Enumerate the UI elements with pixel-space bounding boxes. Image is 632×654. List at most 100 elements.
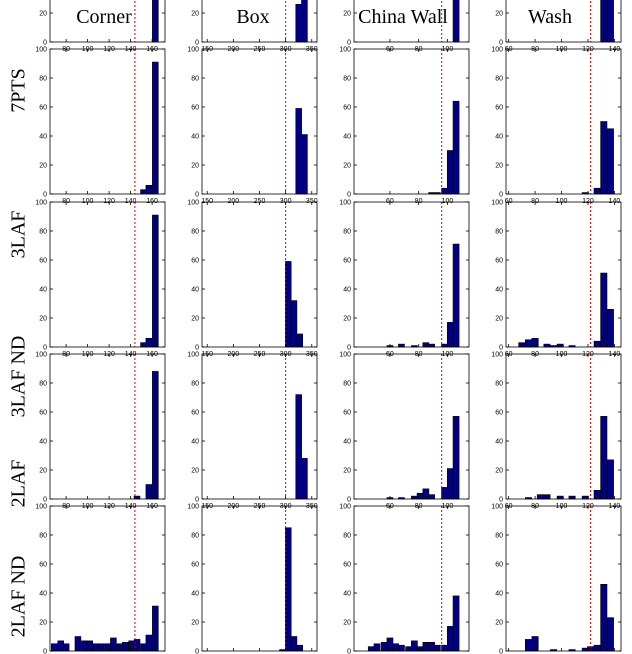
bar-2laf-nd-china-wall-1 <box>373 643 381 652</box>
bar-3laf-corner-2 <box>152 61 159 195</box>
ytick-label-2laf-china-wall-60: 60 <box>343 410 351 417</box>
ytick-label-2laf-nd-wash-40: 40 <box>495 591 503 598</box>
xtick-label-3laf-corner-140: 140 <box>125 198 137 205</box>
ytick-label-2laf-nd-china-wall-100: 100 <box>339 504 351 511</box>
bar-3laf-nd-china-wall-3 <box>422 342 430 348</box>
bar-2laf-nd-china-wall-5 <box>398 644 405 652</box>
ytick-label-2laf-nd-corner-100: 100 <box>35 504 47 511</box>
ytick-label-2laf-corner-60: 60 <box>39 410 47 417</box>
ytick-label-3laf-nd-corner-40: 40 <box>39 287 47 294</box>
ytick-label-3laf-china-wall-40: 40 <box>343 134 351 141</box>
column-title-wash: Wash <box>528 6 572 28</box>
xtick-label-3laf-wash-120: 120 <box>582 198 594 205</box>
ytick-label-2laf-nd-box-80: 80 <box>191 533 199 540</box>
ytick-label-3laf-china-wall-0: 0 <box>347 192 351 199</box>
ytick-label-2laf-box-0: 0 <box>195 497 199 504</box>
axes-frame-3laf-nd-corner <box>49 201 166 348</box>
panel-3laf-corner: 0 20 40 60 80 100 80 100 120 140 160 <box>35 47 166 205</box>
bar-3laf-nd-corner-1 <box>145 337 153 348</box>
ytick-label-3laf-nd-wash-0: 0 <box>499 345 503 352</box>
bar-3laf-nd-box-0 <box>285 261 292 348</box>
ytick-label-7pts-china-wall-0: 0 <box>347 40 351 47</box>
xtick-label-3laf-china-wall-100: 100 <box>442 198 454 205</box>
column-title-corner: Corner <box>76 6 132 28</box>
ytick-label-3laf-nd-wash-100: 100 <box>491 200 503 207</box>
ytick-label-3laf-nd-corner-20: 20 <box>39 316 47 323</box>
ytick-label-7pts-corner-20: 20 <box>39 11 47 18</box>
bar-3laf-nd-china-wall-6 <box>446 322 454 348</box>
ytick-label-3laf-corner-100: 100 <box>35 47 47 54</box>
bar-7pts-china-wall-0 <box>452 0 460 43</box>
bar-3laf-wash-2 <box>600 121 608 195</box>
ytick-label-3laf-nd-wash-60: 60 <box>495 258 503 265</box>
bar-2laf-nd-china-wall-8 <box>416 646 424 652</box>
ytick-label-7pts-wash-20: 20 <box>495 11 503 18</box>
bar-7pts-corner-0 <box>152 0 159 43</box>
bar-3laf-nd-china-wall-7 <box>452 243 460 348</box>
bar-2laf-nd-corner-9 <box>110 637 117 652</box>
panel-3laf-nd-china-wall: 0 20 40 60 80 100 60 80 100 <box>339 200 470 358</box>
bar-7pts-wash-0 <box>600 0 608 43</box>
bar-2laf-nd-wash-0 <box>524 639 532 652</box>
xtick-label-3laf-box-200: 200 <box>228 198 240 205</box>
bar-2laf-nd-box-2 <box>290 636 298 652</box>
ytick-label-3laf-box-20: 20 <box>191 163 199 170</box>
bar-2laf-wash-6 <box>593 489 601 500</box>
bar-3laf-nd-wash-5 <box>556 343 564 348</box>
ytick-label-3laf-nd-corner-60: 60 <box>39 258 47 265</box>
xtick-label-3laf-box-300: 300 <box>280 198 292 205</box>
ytick-label-3laf-china-wall-20: 20 <box>343 163 351 170</box>
ytick-label-3laf-nd-box-40: 40 <box>191 287 199 294</box>
bar-3laf-nd-wash-9 <box>606 308 614 348</box>
ytick-label-2laf-nd-china-wall-20: 20 <box>343 620 351 627</box>
ytick-label-2laf-box-20: 20 <box>191 468 199 475</box>
ytick-label-3laf-wash-60: 60 <box>495 105 503 112</box>
bar-3laf-china-wall-2 <box>441 187 448 195</box>
bar-2laf-china-wall-6 <box>441 487 448 500</box>
axes-frame-3laf-china-wall <box>353 48 470 195</box>
bar-2laf-nd-corner-1 <box>57 640 65 652</box>
bar-2laf-nd-corner-13 <box>133 639 141 652</box>
ytick-label-2laf-china-wall-100: 100 <box>339 352 351 359</box>
ytick-label-3laf-china-wall-100: 100 <box>339 47 351 54</box>
ytick-label-2laf-box-80: 80 <box>191 381 199 388</box>
ytick-label-7pts-box-0: 0 <box>195 40 199 47</box>
ytick-label-2laf-wash-20: 20 <box>495 468 503 475</box>
xtick-label-3laf-box-150: 150 <box>201 198 213 205</box>
ytick-label-3laf-nd-box-60: 60 <box>191 258 199 265</box>
bar-2laf-box-0 <box>295 394 302 500</box>
ytick-label-3laf-nd-corner-0: 0 <box>43 345 47 352</box>
bar-7pts-box-0 <box>295 4 302 43</box>
axes-frame-2laf-corner <box>49 353 166 500</box>
ytick-label-2laf-box-40: 40 <box>191 439 199 446</box>
ytick-label-3laf-wash-20: 20 <box>495 163 503 170</box>
ytick-label-2laf-wash-40: 40 <box>495 439 503 446</box>
bar-2laf-nd-corner-7 <box>98 643 105 652</box>
bar-7pts-box-1 <box>301 0 308 43</box>
ytick-label-3laf-wash-100: 100 <box>491 47 503 54</box>
ytick-label-3laf-box-60: 60 <box>191 105 199 112</box>
ytick-label-2laf-box-60: 60 <box>191 410 199 417</box>
bar-2laf-nd-corner-4 <box>81 640 88 652</box>
axes-frame-2laf-wash <box>505 353 622 500</box>
bar-2laf-box-1 <box>301 458 308 500</box>
bar-2laf-nd-china-wall-2 <box>380 641 388 652</box>
bar-3laf-nd-wash-3 <box>543 343 551 348</box>
ytick-label-2laf-nd-wash-20: 20 <box>495 620 503 627</box>
panel-3laf-nd-corner: 0 20 40 60 80 100 80 100 120 140 160 <box>35 200 166 358</box>
ytick-label-3laf-nd-corner-100: 100 <box>35 200 47 207</box>
xtick-label-3laf-china-wall-60: 60 <box>386 198 394 205</box>
bar-3laf-corner-0 <box>140 189 147 195</box>
ytick-label-2laf-nd-corner-40: 40 <box>39 591 47 598</box>
ytick-label-2laf-china-wall-0: 0 <box>347 497 351 504</box>
bar-2laf-nd-wash-7 <box>600 583 608 652</box>
xtick-label-3laf-corner-160: 160 <box>146 198 158 205</box>
xtick-label-3laf-wash-140: 140 <box>609 198 621 205</box>
bar-2laf-wash-7 <box>600 416 608 500</box>
bar-3laf-nd-china-wall-1 <box>398 343 405 348</box>
